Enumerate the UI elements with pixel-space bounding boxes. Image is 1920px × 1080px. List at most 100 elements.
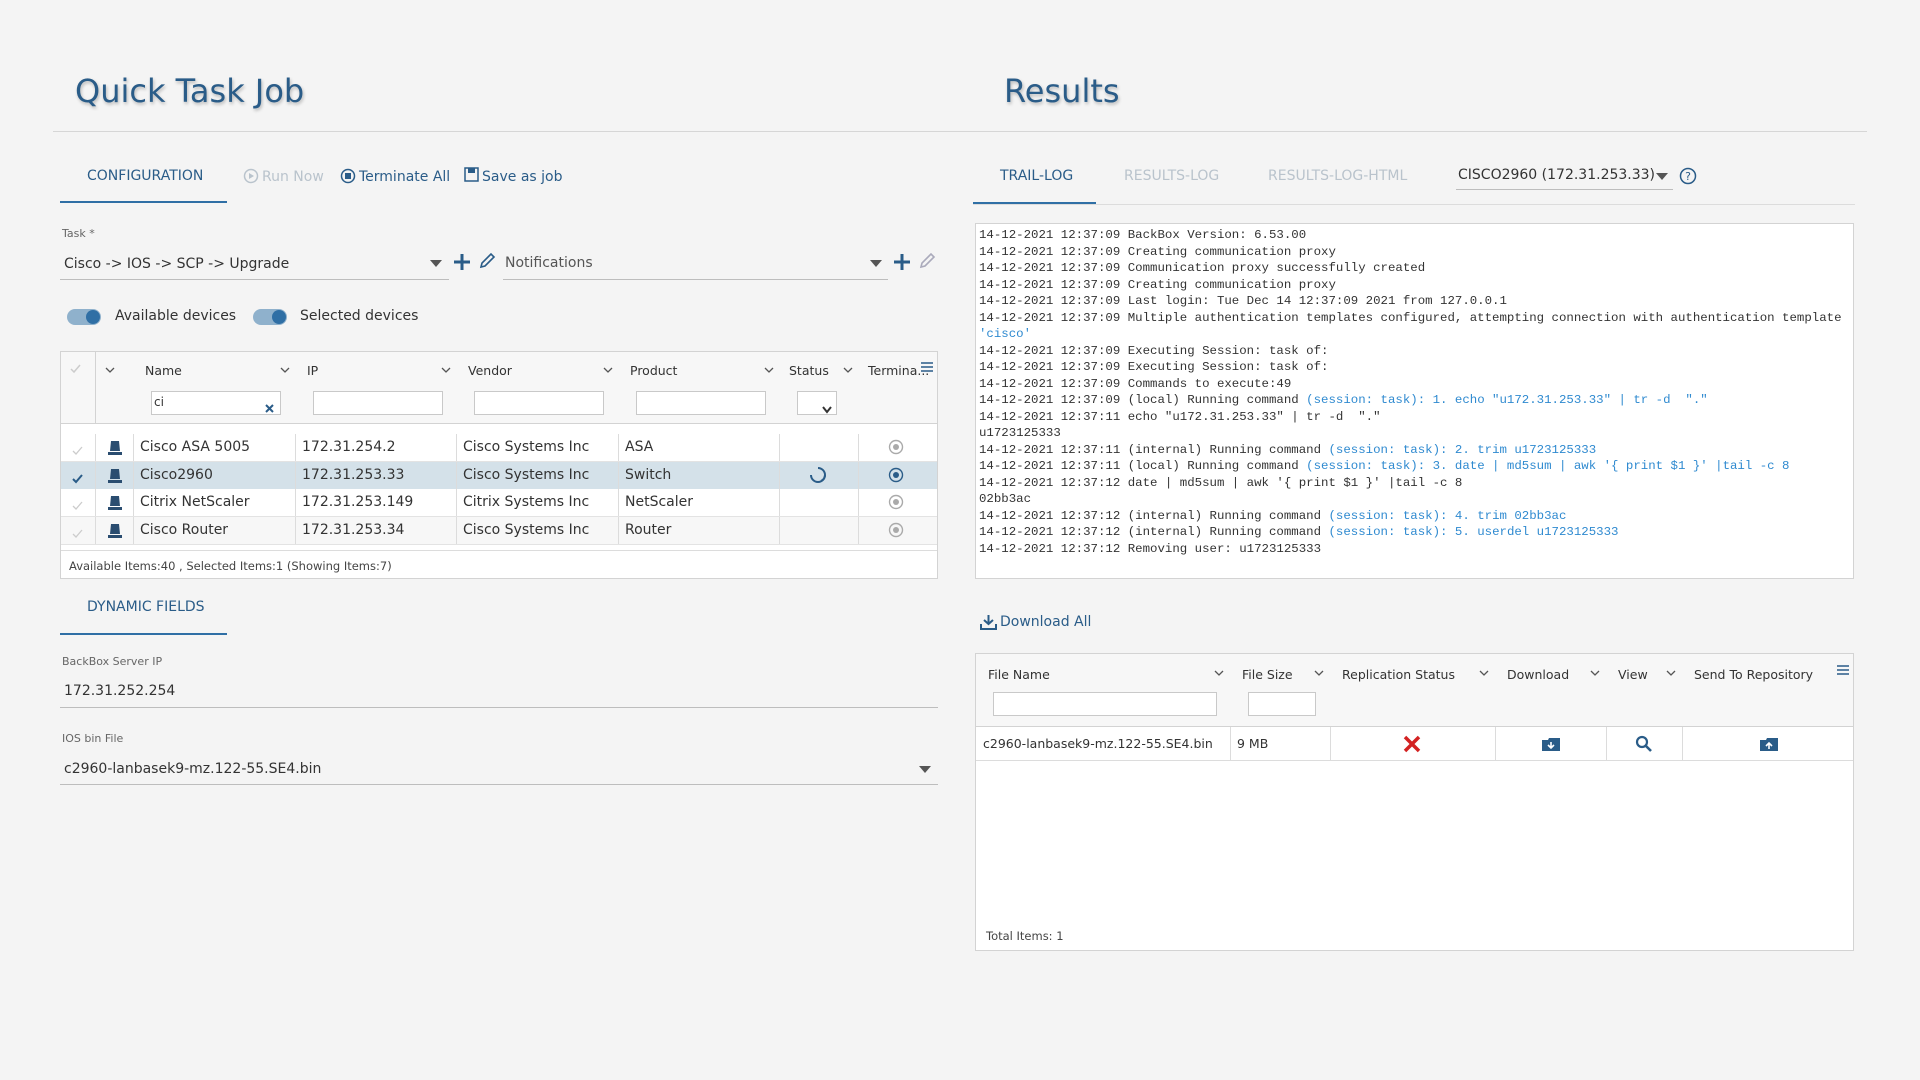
column-header: View [1618,667,1648,682]
cell-divider [1495,727,1496,760]
column-menu [1314,662,1324,681]
terminate-all-button[interactable]: Terminate All [359,169,451,185]
column-menu [1666,662,1676,681]
selected-toggle[interactable] [253,309,287,325]
cell-divider [779,516,780,544]
caret-svg [822,406,832,414]
column-filter[interactable] [636,391,766,415]
column-menu-svg [441,367,451,373]
terminate-icon [888,494,904,514]
available-toggle[interactable] [67,309,101,325]
log-line: 14-12-2021 12:37:09 Communication proxy … [979,261,1426,275]
replication-failed-icon [1403,735,1421,757]
log-line: 14-12-2021 12:37:09 Multiple authenticat… [979,310,1842,325]
edit-task-icon[interactable] [478,252,496,270]
cell-divider [1606,727,1607,760]
field-label: IOS bin File [62,732,124,745]
log-line: 14-12-2021 12:37:09 Last login: Tue Dec … [979,294,1507,308]
column-filter[interactable]: ci [151,391,281,415]
header-divider [61,423,937,424]
available-devices-label: Available devices [115,308,237,324]
field-underline [60,784,938,785]
dynamic-fields-tab[interactable]: DYNAMIC FIELDS [87,599,205,615]
row-check [71,470,84,489]
column-header: Termina... [868,363,930,378]
column-menu-svg [105,367,115,373]
device-row[interactable]: Cisco ASA 5005 172.31.254.2 Cisco Systems … [61,434,937,462]
device-cell: Cisco Systems Inc [463,439,590,455]
task-underline [60,279,449,280]
run-now-button[interactable]: Run Now [262,169,324,185]
cell-divider [456,461,457,489]
add-task-icon[interactable] [453,253,471,271]
field-value[interactable]: 172.31.252.254 [64,683,176,699]
task-select[interactable]: Cisco -> IOS -> SCP -> Upgrade [64,256,290,272]
device-row[interactable]: Cisco Router 172.31.253.34 Cisco Systems I… [61,516,937,545]
column-menu [1590,662,1600,681]
cell-divider [295,516,296,544]
log-line: 14-12-2021 12:37:11 (internal) Running c… [979,442,1853,459]
cell-divider [95,434,96,461]
log-line: 14-12-2021 12:37:09 Creating communicati… [979,244,1336,259]
save-icon [464,167,479,182]
log-line: 14-12-2021 12:37:11 echo "u172.31.253.33… [979,409,1381,424]
header-divider [976,726,1853,727]
log-session: (session: task): 5. userdel u1723125333 [1328,525,1619,539]
view-icon-svg [1635,735,1652,752]
header-divider [53,131,1867,132]
column-header: Send To Repository [1694,667,1814,682]
cell-divider [1330,727,1331,760]
column-header: File Size [1242,667,1293,682]
add-notification-icon[interactable] [893,253,911,271]
device-cell: 172.31.253.33 [302,466,405,483]
save-as-job-button[interactable]: Save as job [482,169,563,185]
file-row[interactable]: c2960-lanbasek9-mz.122-55.SE4.bin 9 MB [976,727,1853,761]
cell-divider [95,516,96,544]
file-size-filter[interactable] [1248,692,1316,716]
field-value[interactable]: c2960-lanbasek9-mz.122-55.SE4.bin [64,761,322,777]
column-menu-svg [1590,670,1600,676]
columns-menu-svg [921,362,933,372]
cell-divider [858,516,859,544]
columns-menu [921,357,933,376]
column-filter[interactable] [313,391,443,415]
download-all-button[interactable]: Download All [1000,614,1092,630]
task-label: Task * [62,227,95,240]
run-icon [243,168,259,184]
trail-log-tab[interactable]: TRAIL-LOG [1000,168,1074,184]
select-underline [1456,189,1673,190]
device-icon [108,440,122,459]
cell-divider [779,434,780,461]
column-filter[interactable] [474,391,604,415]
column-menu-svg [280,367,290,373]
terminate-icon-svg [888,522,904,537]
file-name-filter[interactable] [993,692,1217,716]
cell-divider [858,461,859,489]
notifications-select[interactable]: Notifications [505,255,593,271]
terminate-icon [888,439,904,459]
results-log-tab[interactable]: RESULTS-LOG [1124,168,1220,184]
device-select[interactable]: CISCO2960 (172.31.253.33) [1458,167,1656,183]
help-icon[interactable]: ? [1679,167,1697,185]
column-menu [603,359,613,378]
results-log-html-tab[interactable]: RESULTS-LOG-HTML [1268,168,1408,184]
device-icon-svg [108,468,122,483]
column-menu-svg [603,367,613,373]
row-check-svg [72,501,83,510]
log-line: u1723125333 [979,426,1061,440]
cell-divider [133,489,134,516]
configuration-tab[interactable]: CONFIGURATION [87,168,204,184]
edit-notification-icon[interactable] [918,252,936,270]
tab-underline-shadow [60,634,227,635]
clear-filter-svg [265,404,274,413]
cell-divider [618,461,619,489]
device-icon-svg [108,496,122,510]
log-line: 14-12-2021 12:37:09 Creating communicati… [979,277,1336,292]
log-session: (session: task): 2. trim u1723125333 [1328,442,1597,457]
device-row[interactable]: Cisco2960 172.31.253.33 Cisco Systems Inc S… [61,461,937,490]
device-row[interactable]: Citrix NetScaler 172.31.253.149 Citrix Sys… [61,489,937,517]
cell-divider [779,461,780,489]
column-menu [843,359,853,378]
status-filter[interactable] [797,391,837,415]
